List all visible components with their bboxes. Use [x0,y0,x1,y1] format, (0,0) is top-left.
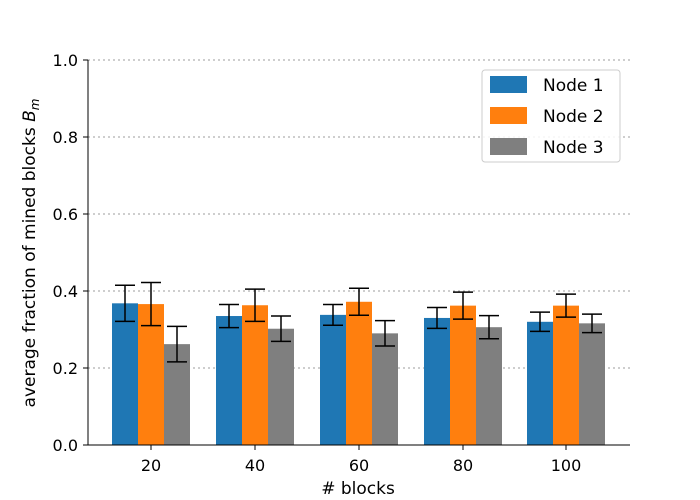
x-tick-label: 20 [141,456,161,475]
legend-label: Node 2 [543,107,604,127]
x-tick-label: 100 [551,456,582,475]
legend-swatch [490,76,527,93]
x-tick-label: 40 [245,456,265,475]
legend-swatch [490,138,527,155]
bar-node-3-100 [579,323,605,445]
legend-item-node-1: Node 1 [490,76,604,96]
error-bar [115,284,135,323]
x-axis-label: # blocks [321,479,395,499]
y-tick-label: 1.0 [53,51,78,70]
bars [112,301,605,445]
legend-label: Node 3 [543,138,604,158]
y-tick-label: 0.0 [53,436,78,455]
y-tick-label: 0.4 [53,282,78,301]
bar-node-1-80 [424,317,450,445]
bar-node-2-80 [450,305,476,445]
error-bar [530,311,550,333]
error-bar [141,281,161,327]
bar-node-1-40 [216,316,242,445]
error-bar [271,315,291,343]
legend: Node 1 Node 2 Node 3 [481,69,621,163]
bar-node-3-80 [476,327,502,445]
y-tick-labels: 0.0 0.2 0.4 0.6 0.8 1.0 [53,51,78,455]
legend-item-node-2: Node 2 [490,107,604,127]
x-tick-label: 80 [453,456,473,475]
legend-item-node-3: Node 3 [490,138,604,158]
error-bar [427,306,447,330]
axes [83,59,630,450]
error-bar [349,287,369,317]
bar-node-2-20 [138,304,164,445]
bar-node-2-40 [242,305,268,445]
y-tick-label: 0.2 [53,359,78,378]
y-tick-label: 0.8 [53,128,78,147]
error-bar [479,314,499,340]
bar-node-2-100 [553,305,579,445]
bar-node-3-60 [372,333,398,445]
y-tick-label: 0.6 [53,205,78,224]
bar-node-2-60 [346,301,372,445]
bar-node-1-100 [527,321,553,445]
y-axis-label: average fraction of mined blocks Bm [20,99,42,408]
error-bar [245,288,265,323]
error-bar [167,325,187,363]
error-bars [115,281,602,363]
legend-swatch [490,107,527,124]
x-tick-label: 60 [349,456,369,475]
error-bar [219,303,239,329]
legend-label: Node 1 [543,76,604,96]
error-bar [375,319,395,347]
bar-node-3-40 [268,328,294,445]
error-bar [582,313,602,334]
bar-node-1-60 [320,314,346,445]
error-bar [323,303,343,327]
x-tick-labels: 20 40 60 80 100 [141,456,581,475]
error-bar [556,293,576,318]
bar-node-1-20 [112,303,138,445]
error-bar [453,291,473,320]
